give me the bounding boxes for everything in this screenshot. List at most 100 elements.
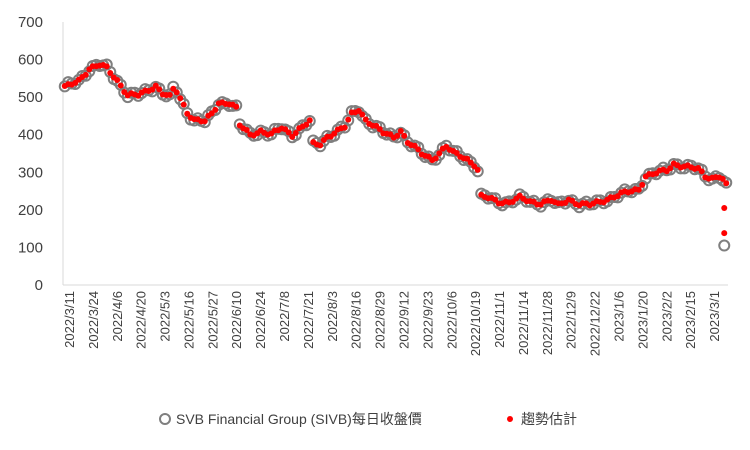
- trend-point: [285, 129, 292, 136]
- price-point: [471, 165, 484, 178]
- trend-point: [156, 86, 163, 93]
- trend-point: [233, 103, 240, 110]
- trend-point: [243, 126, 250, 133]
- trend-point: [201, 118, 208, 125]
- price-point: [718, 239, 731, 252]
- x-tick-label: 2022/8/16: [349, 291, 364, 349]
- y-axis: 0 100 200 300 400 500 600 700: [18, 14, 64, 294]
- x-tick-label: 2022/12/22: [588, 291, 603, 356]
- x-tick-label: 2022/3/24: [86, 291, 101, 349]
- trend-point: [117, 82, 124, 89]
- trend-point: [719, 175, 726, 182]
- trend-point: [474, 166, 481, 173]
- trend-point: [107, 70, 114, 77]
- trend-point: [212, 106, 219, 113]
- x-tick-label: 2022/11/1: [492, 291, 507, 348]
- trend-point: [166, 91, 173, 98]
- trend-point: [82, 71, 89, 78]
- price-point: [170, 86, 183, 99]
- x-tick-label: 2022/11/14: [516, 291, 531, 355]
- trend-point: [184, 110, 191, 117]
- y-tick-label: 500: [18, 89, 43, 106]
- x-tick-label: 2022/5/27: [205, 291, 220, 349]
- trend-point: [432, 155, 439, 162]
- x-axis: 2022/3/11 2022/3/24 2022/4/6 2022/4/20 2022/…: [62, 284, 728, 356]
- trend-point: [362, 116, 369, 123]
- trend-point: [317, 142, 324, 149]
- legend-trend-marker: [507, 416, 513, 422]
- legend-trend-label: 趨勢估計: [521, 411, 577, 427]
- trend-point: [173, 89, 180, 96]
- trend-point: [341, 124, 348, 131]
- price-point: [433, 149, 446, 162]
- trend-point: [721, 204, 728, 211]
- x-tick-label: 2022/11/28: [540, 291, 555, 355]
- x-tick-label: 2022/4/20: [134, 291, 149, 349]
- x-tick-label: 2022/10/6: [444, 291, 459, 349]
- trend-point: [359, 111, 366, 118]
- trend-point: [114, 76, 121, 83]
- x-tick-label: 2023/1/20: [635, 291, 650, 349]
- x-tick-label: 2022/9/12: [396, 291, 411, 349]
- trend-point: [177, 95, 184, 102]
- x-tick-label: 2022/12/9: [564, 291, 579, 349]
- x-tick-label: 2023/3/1: [707, 291, 722, 342]
- x-tick-label: 2022/5/16: [181, 291, 196, 349]
- trend-point: [464, 155, 471, 162]
- price-point: [636, 179, 649, 192]
- x-tick-label: 2022/8/29: [373, 291, 388, 349]
- trend-point: [436, 150, 443, 157]
- x-tick-label: 2022/6/24: [253, 291, 268, 349]
- x-tick-label: 2022/7/21: [301, 291, 316, 349]
- trend-point: [721, 230, 728, 237]
- trend-point: [397, 128, 404, 135]
- x-tick-label: 2022/5/3: [158, 291, 173, 342]
- trend-point: [289, 133, 296, 140]
- x-tick-label: 2022/9/23: [420, 291, 435, 349]
- series-trend-estimate: [61, 62, 730, 237]
- trend-point: [394, 132, 401, 139]
- trend-point: [376, 126, 383, 133]
- y-tick-label: 400: [18, 127, 43, 144]
- trend-point: [635, 186, 642, 193]
- trend-point: [103, 63, 110, 70]
- trend-point: [149, 86, 156, 93]
- trend-point: [667, 165, 674, 172]
- trend-point: [415, 146, 422, 153]
- x-tick-label: 2022/8/3: [325, 291, 340, 342]
- x-tick-label: 2022/4/6: [110, 291, 125, 342]
- trend-point: [292, 129, 299, 136]
- trend-point: [180, 101, 187, 108]
- trend-point: [401, 132, 408, 139]
- x-tick-label: 2023/2/15: [683, 291, 698, 349]
- x-tick-label: 2022/10/19: [468, 291, 483, 356]
- trend-point: [303, 121, 310, 128]
- x-tick-label: 2022/6/10: [229, 291, 244, 349]
- trend-point: [467, 159, 474, 166]
- price-point: [720, 176, 733, 189]
- trend-point: [639, 181, 646, 188]
- price-point: [356, 109, 369, 122]
- x-tick-label: 2022/7/8: [277, 291, 292, 342]
- trend-point: [306, 117, 313, 124]
- price-point: [104, 66, 117, 79]
- legend-actual-label: SVB Financial Group (SIVB)每日收盤價: [176, 411, 422, 427]
- y-tick-label: 100: [18, 239, 43, 256]
- y-tick-label: 300: [18, 164, 43, 181]
- y-tick-label: 200: [18, 202, 43, 219]
- price-point: [181, 107, 194, 120]
- x-tick-label: 2023/2/2: [659, 291, 674, 342]
- y-tick-label: 600: [18, 52, 43, 69]
- trend-point: [453, 150, 460, 157]
- x-tick-label: 2023/1/6: [611, 291, 626, 342]
- trend-point: [345, 116, 352, 123]
- trend-point: [331, 130, 338, 137]
- y-tick-label: 0: [35, 277, 43, 294]
- trend-point: [723, 180, 730, 187]
- x-tick-label: 2022/3/11: [62, 291, 77, 348]
- y-tick-label: 700: [18, 14, 43, 31]
- legend: SVB Financial Group (SIVB)每日收盤價 趨勢估計: [159, 411, 577, 427]
- trend-point: [698, 168, 705, 175]
- legend-actual-marker: [159, 413, 171, 425]
